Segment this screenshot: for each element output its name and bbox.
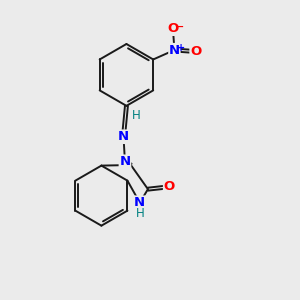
Text: O: O — [190, 45, 201, 58]
Text: H: H — [132, 110, 140, 122]
Text: +: + — [177, 43, 185, 53]
Text: N: N — [134, 196, 146, 209]
Text: N: N — [119, 155, 130, 168]
Text: H: H — [136, 207, 145, 220]
Text: O: O — [167, 22, 178, 35]
Text: N: N — [169, 44, 180, 56]
Text: O: O — [164, 180, 175, 193]
Text: −: − — [175, 22, 184, 32]
Text: N: N — [118, 130, 129, 143]
